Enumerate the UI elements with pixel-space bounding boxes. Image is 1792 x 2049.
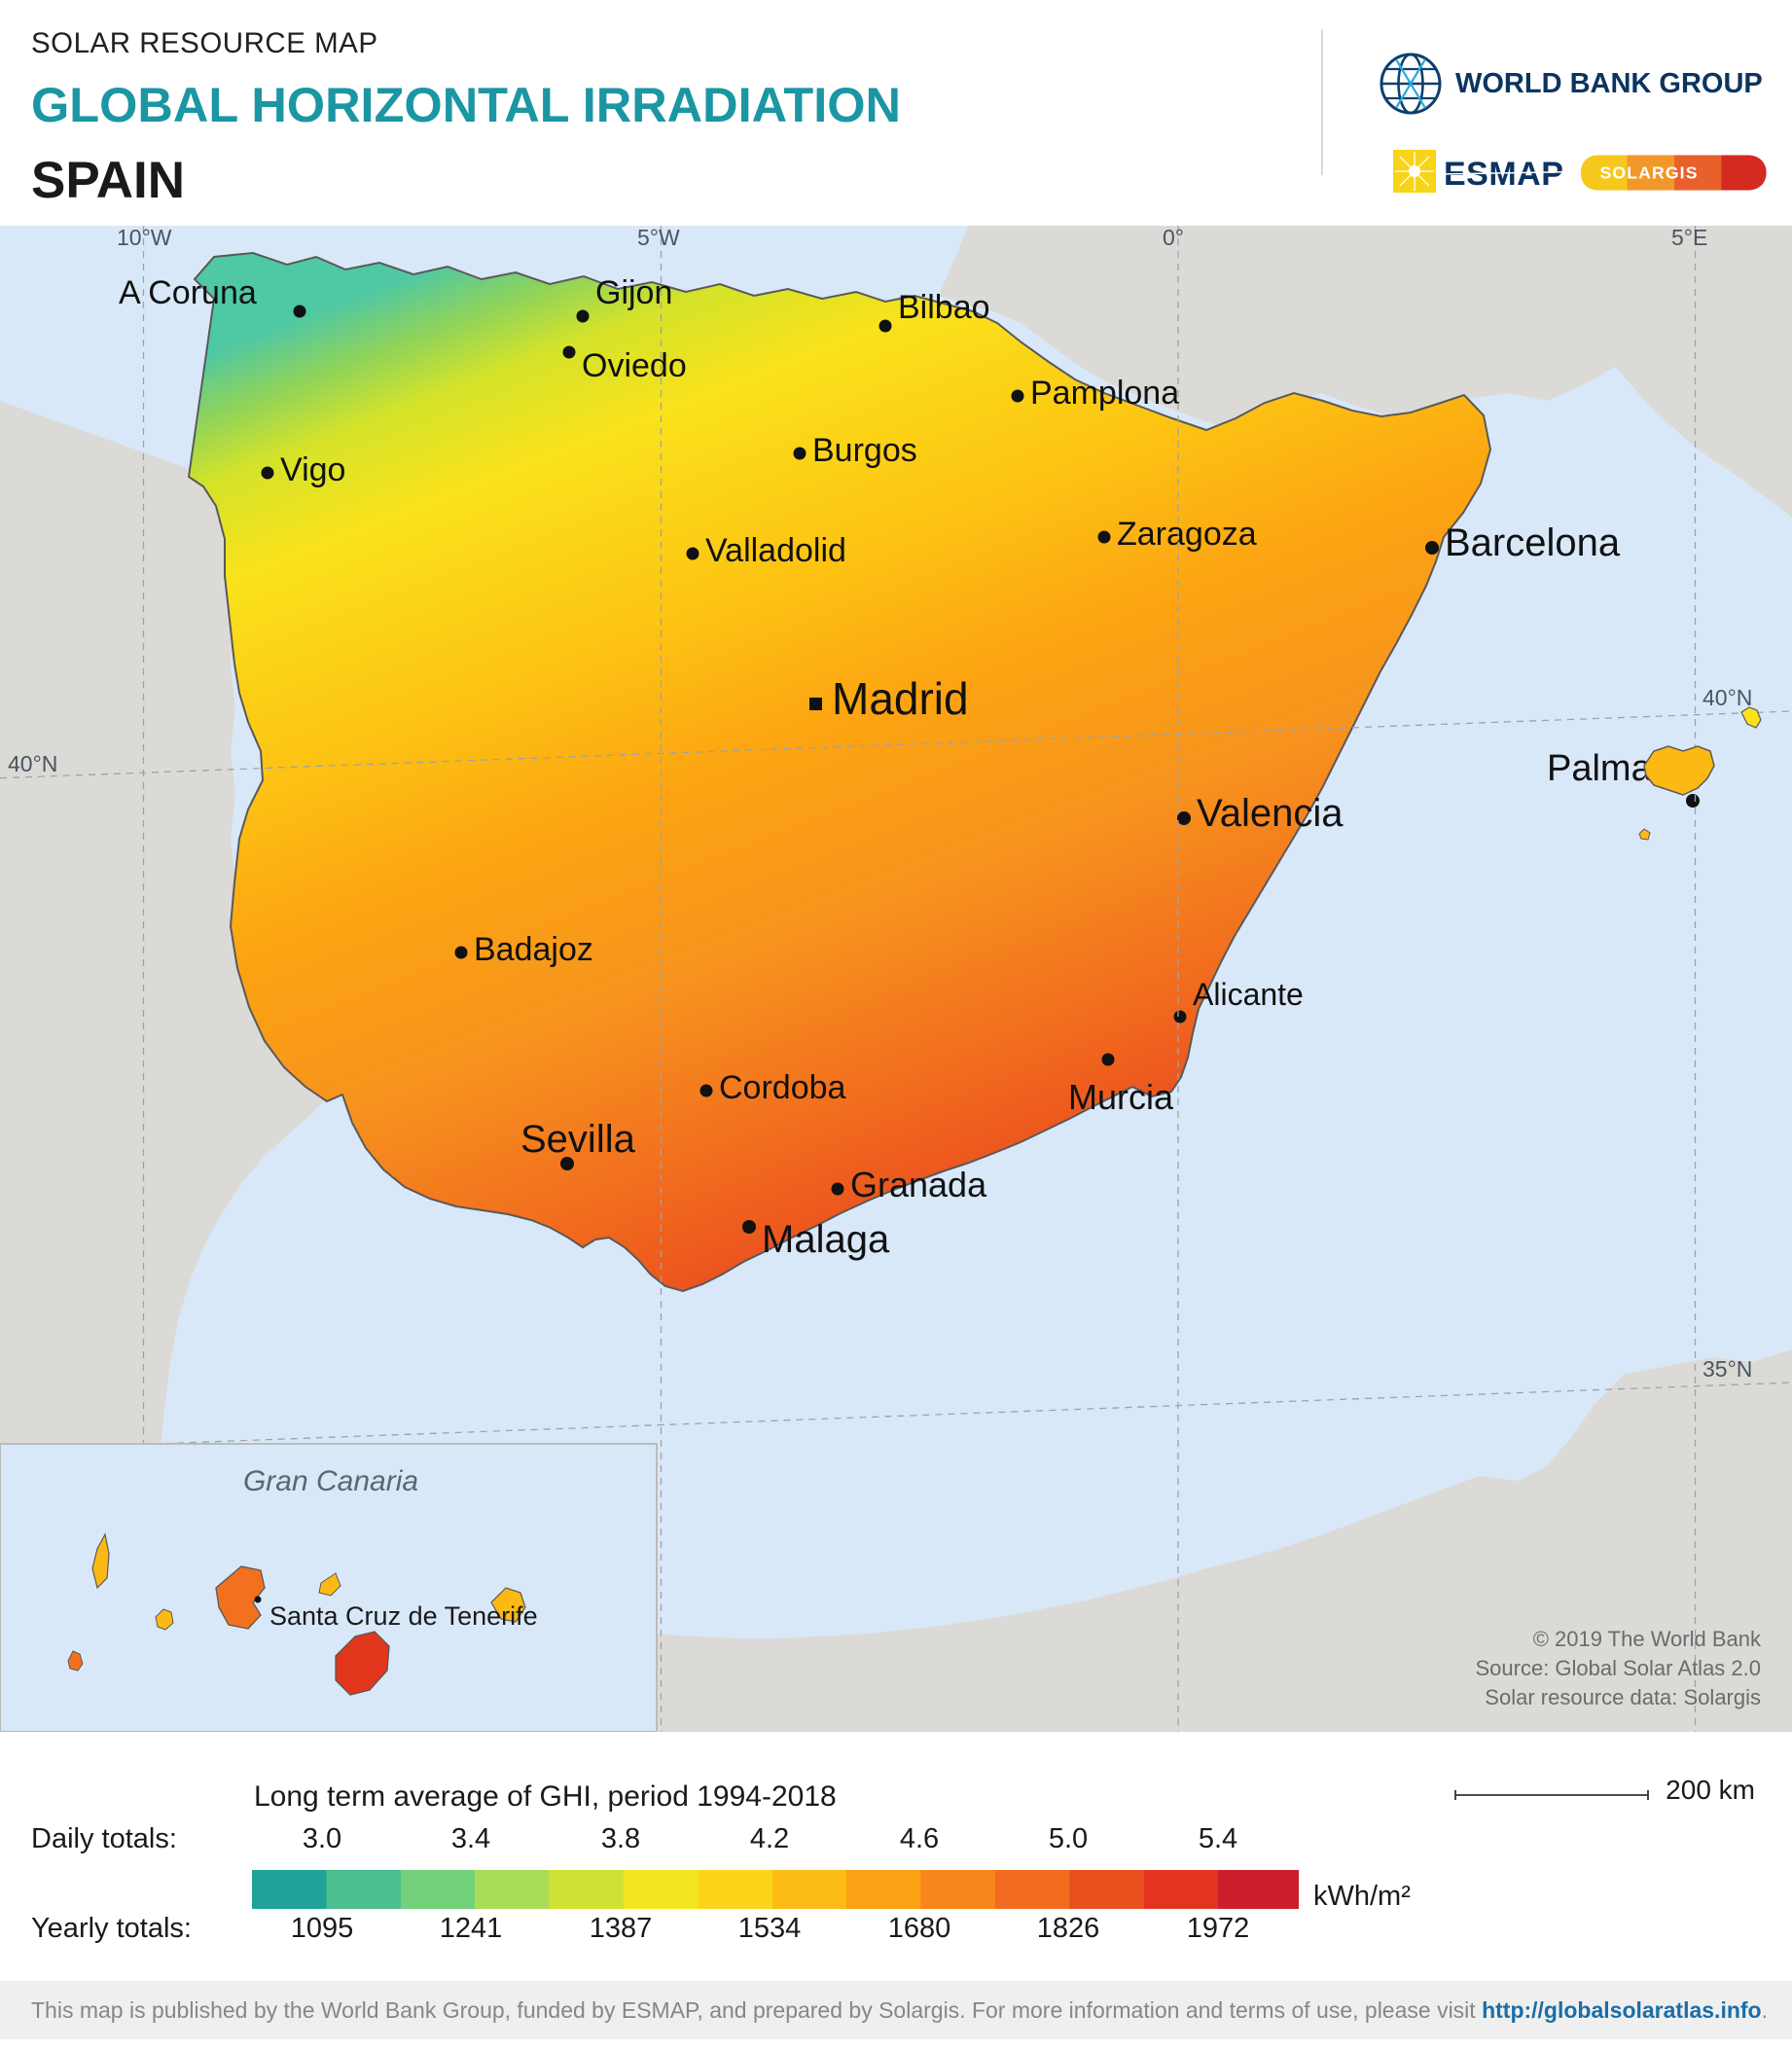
svg-text:Santa Cruz de Tenerife: Santa Cruz de Tenerife — [269, 1601, 538, 1631]
svg-text:35°N: 35°N — [1702, 1356, 1752, 1382]
svg-text:A Coruna: A Coruna — [119, 274, 257, 311]
svg-text:40°N: 40°N — [1702, 685, 1752, 710]
svg-text:10°W: 10°W — [117, 226, 172, 250]
svg-text:5°W: 5°W — [637, 226, 680, 250]
svg-text:5°E: 5°E — [1671, 226, 1707, 250]
svg-text:Badajoz: Badajoz — [474, 931, 593, 968]
svg-text:Valladolid: Valladolid — [705, 532, 846, 569]
svg-text:Alicante: Alicante — [1193, 977, 1304, 1012]
svg-text:0°: 0° — [1163, 226, 1184, 250]
svg-text:Madrid: Madrid — [832, 673, 969, 724]
svg-text:Malaga: Malaga — [762, 1218, 890, 1261]
svg-text:Oviedo: Oviedo — [582, 347, 687, 384]
svg-text:SOLARGIS: SOLARGIS — [1599, 163, 1698, 183]
svg-text:Pamplona: Pamplona — [1030, 375, 1179, 412]
svg-text:Cordoba: Cordoba — [719, 1069, 846, 1106]
svg-text:Barcelona: Barcelona — [1445, 521, 1621, 564]
svg-text:Sevilla: Sevilla — [520, 1118, 636, 1161]
svg-text:Vigo: Vigo — [280, 451, 345, 488]
svg-text:Burgos: Burgos — [812, 432, 917, 469]
svg-text:Bilbao: Bilbao — [898, 289, 990, 326]
svg-text:Valencia: Valencia — [1197, 792, 1344, 835]
svg-text:Zaragoza: Zaragoza — [1117, 516, 1257, 553]
svg-text:WORLD BANK GROUP: WORLD BANK GROUP — [1455, 68, 1763, 99]
svg-text:40°N: 40°N — [8, 751, 57, 776]
svg-text:Gran Canaria: Gran Canaria — [243, 1465, 418, 1497]
svg-text:Granada: Granada — [850, 1165, 987, 1204]
svg-text:Palma: Palma — [1547, 748, 1653, 789]
svg-text:Murcia: Murcia — [1068, 1077, 1174, 1117]
